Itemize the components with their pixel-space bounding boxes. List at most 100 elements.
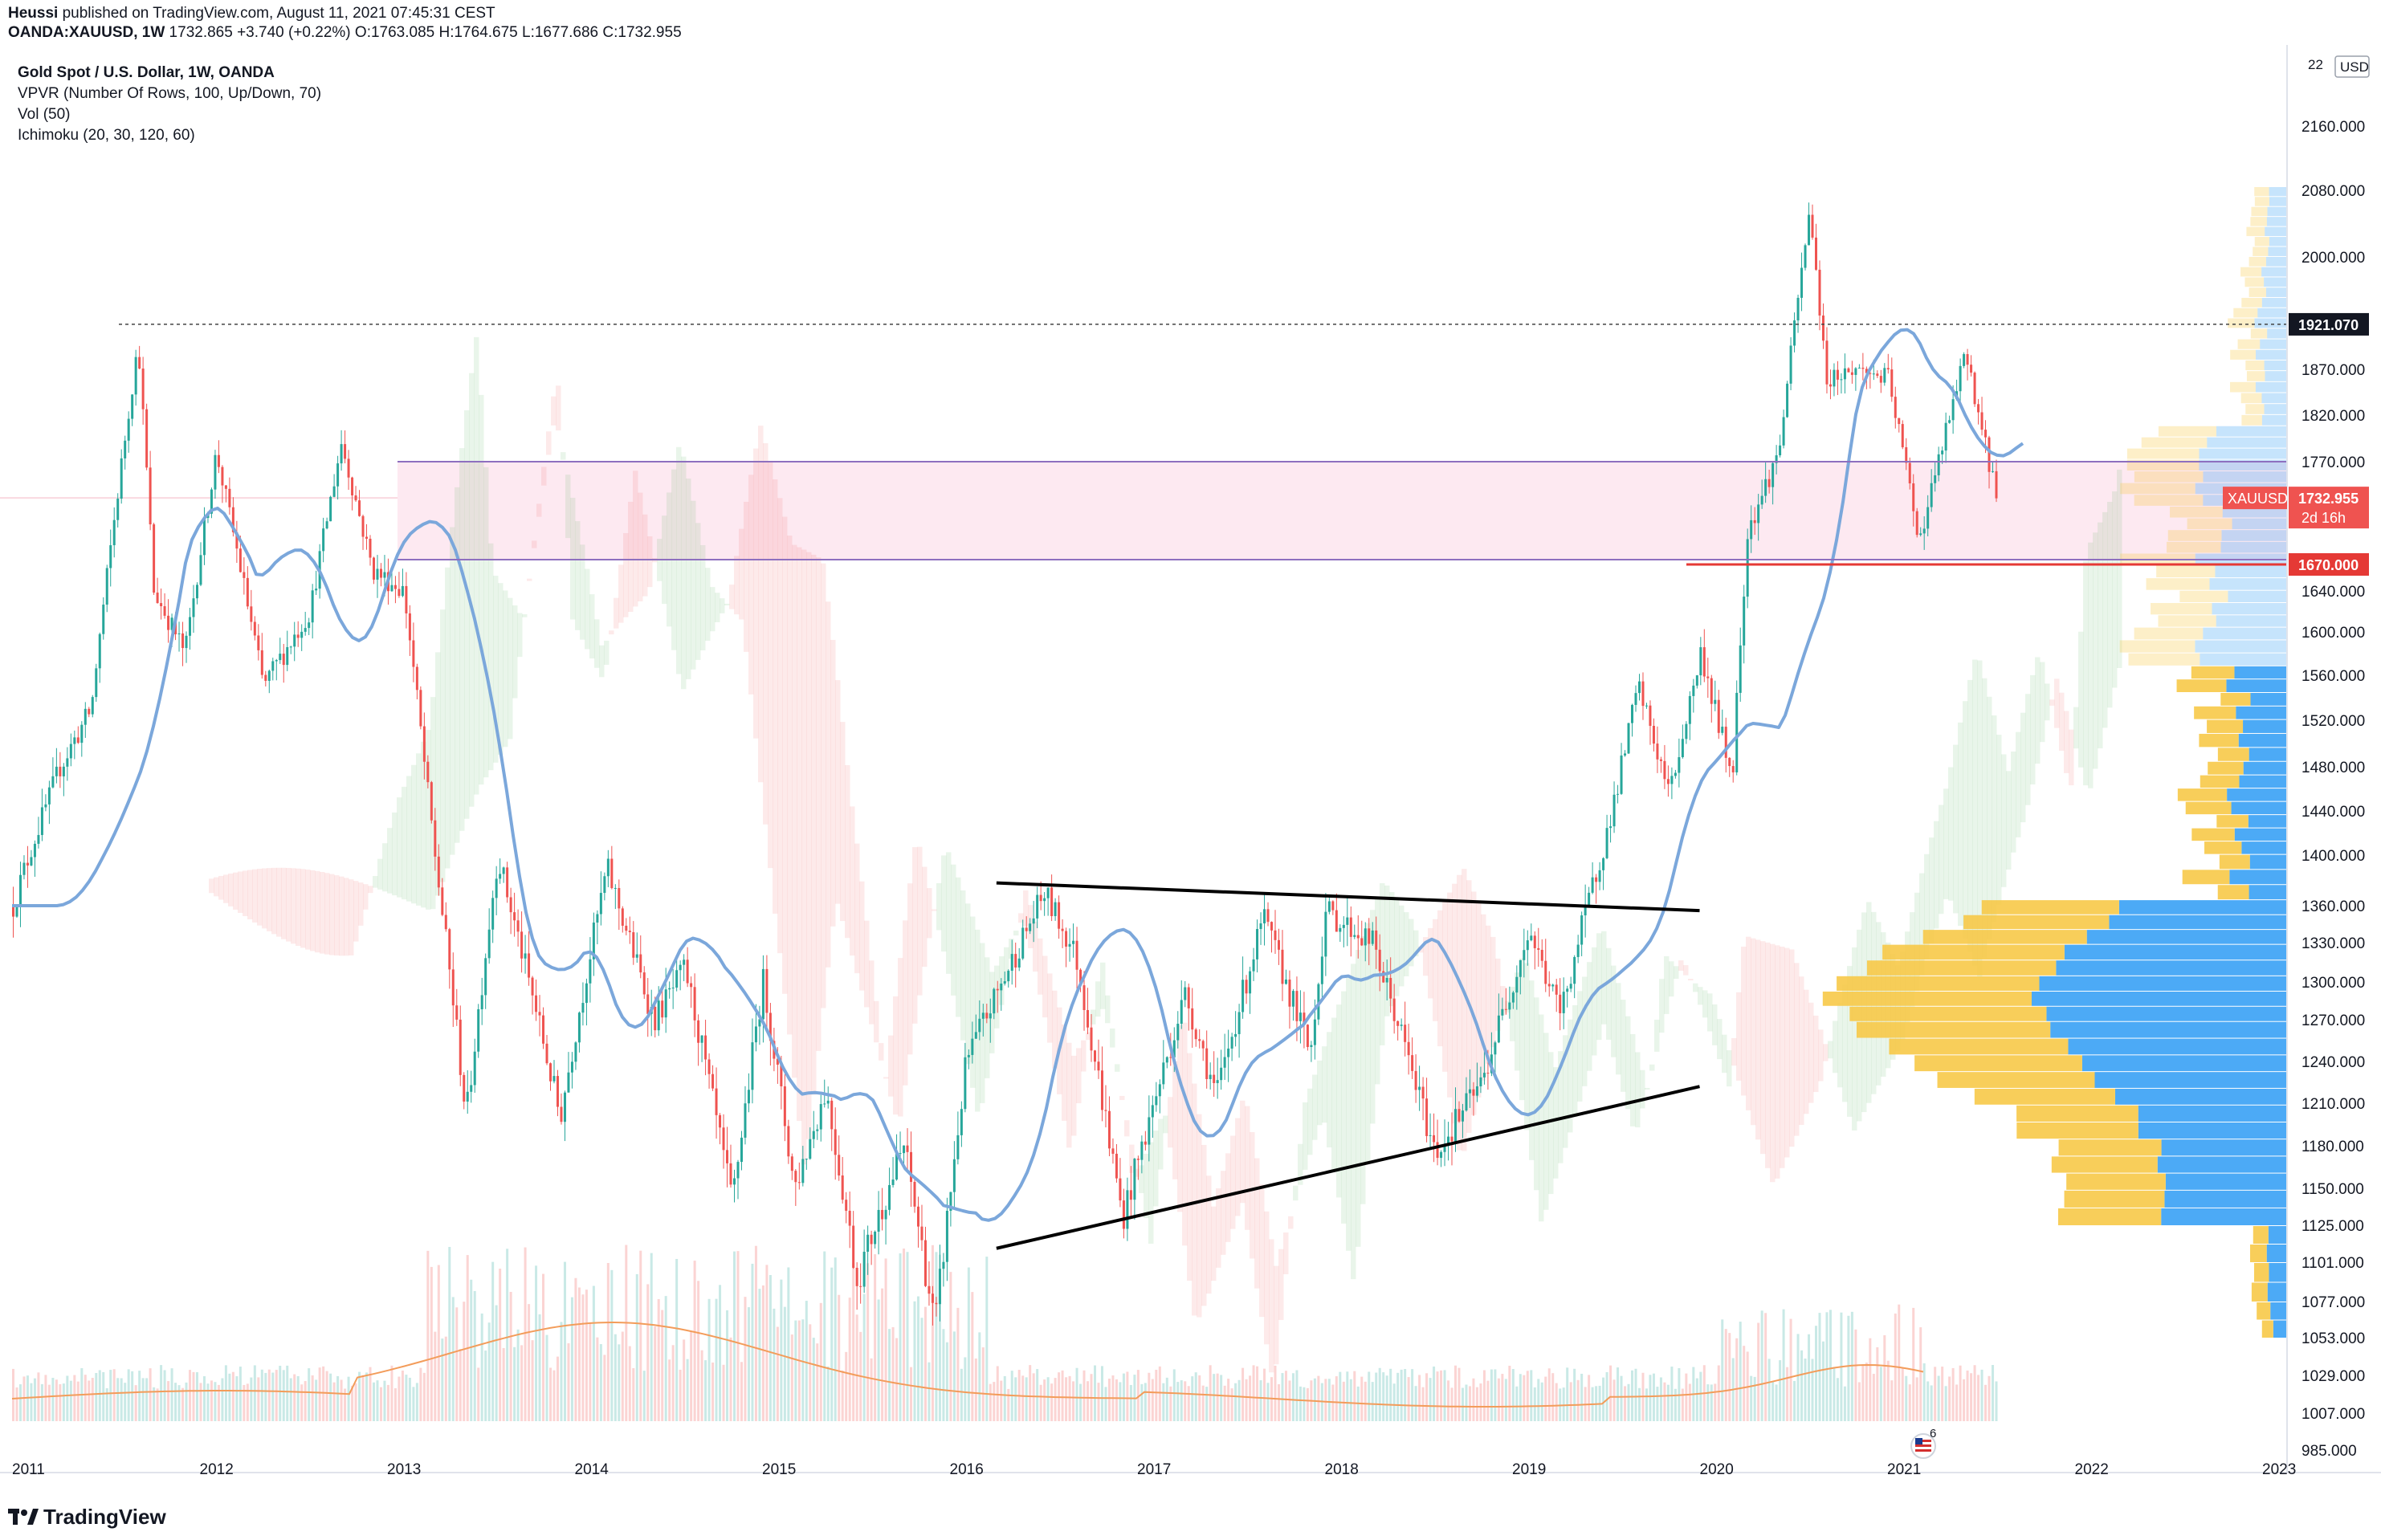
- price-tick-label: 1820.000: [2301, 408, 2365, 425]
- candle-body: [516, 920, 520, 932]
- cloud-segment: [734, 556, 740, 615]
- legend-title[interactable]: Gold Spot / U.S. Dollar, 1W, OANDA: [18, 64, 275, 81]
- volume-profile-down: [2156, 565, 2216, 578]
- volume-profile-down: [2204, 841, 2242, 854]
- volume-bar: [1014, 1377, 1017, 1421]
- volume-bar: [513, 1346, 516, 1421]
- flag-canton: [1915, 1438, 1922, 1444]
- cloud-segment: [517, 613, 523, 658]
- volume-bar: [296, 1375, 300, 1421]
- cloud-segment: [850, 806, 855, 956]
- cloud-segment: [869, 960, 875, 1025]
- volume-bar: [783, 1306, 786, 1421]
- legend-vpvr[interactable]: VPVR (Number Of Rows, 100, Up/Down, 70): [18, 85, 322, 102]
- candle-body: [625, 925, 628, 931]
- candle-body: [1025, 927, 1028, 931]
- cloud-segment: [1490, 936, 1496, 1048]
- volume-bar: [1201, 1385, 1205, 1421]
- volume-bar: [1573, 1368, 1576, 1421]
- cloud-segment: [1298, 1143, 1303, 1185]
- cloud-segment: [1331, 1017, 1337, 1172]
- cloud-segment: [1794, 963, 1800, 1136]
- volume-bar: [401, 1370, 404, 1421]
- candle-body: [1692, 685, 1695, 696]
- cloud-segment: [1958, 722, 1963, 927]
- candle-body: [1191, 1008, 1194, 1030]
- cloud-segment: [1515, 972, 1520, 1071]
- price-tick-label: 1640.000: [2301, 584, 2365, 601]
- cloud-segment: [1833, 1021, 1838, 1074]
- symbol-name[interactable]: OANDA:XAUUSD, 1W: [8, 24, 165, 41]
- candle-body: [1014, 954, 1017, 968]
- candle-body: [55, 766, 58, 776]
- currency-button[interactable]: [2334, 55, 2370, 78]
- volume-bar: [520, 1345, 524, 1421]
- volume-bar: [1353, 1371, 1356, 1421]
- volume-profile-up: [2249, 854, 2287, 870]
- volume-bar: [1155, 1370, 1158, 1421]
- candle-body: [69, 744, 72, 759]
- volume-profile-down: [2146, 578, 2210, 590]
- drawn-lines[interactable]: [119, 324, 2287, 1250]
- candle-body: [1097, 1061, 1100, 1071]
- candle-body: [1339, 927, 1342, 932]
- volume-bar: [282, 1370, 285, 1421]
- volume-bar: [470, 1279, 473, 1421]
- cloud-segment: [320, 872, 325, 954]
- price-chart[interactable]: 22 USD2160.0002080.0002000.0001870.000182…: [0, 45, 2381, 1505]
- candle-body: [235, 532, 239, 549]
- economic-event-marker[interactable]: 6: [1910, 1427, 1936, 1459]
- cloud-segment: [1630, 1033, 1636, 1126]
- cloud-segment: [546, 431, 552, 455]
- cloud-segment: [469, 373, 475, 807]
- legend-volume[interactable]: Vol (50): [18, 106, 71, 123]
- candle-body: [1580, 915, 1584, 945]
- volume-bar: [430, 1266, 433, 1421]
- volume-bar: [1533, 1387, 1536, 1421]
- price-axis[interactable]: 22 USD2160.0002080.0002000.0001870.000182…: [2301, 55, 2370, 1460]
- candle-body: [1537, 947, 1540, 950]
- volume-profile-down: [2057, 1208, 2162, 1225]
- volume-bar: [729, 1337, 732, 1421]
- candle-body: [185, 635, 188, 649]
- cloud-segment: [1254, 1158, 1260, 1289]
- cloud-segment: [464, 410, 470, 819]
- candle-body: [40, 807, 43, 835]
- legend-ichimoku[interactable]: Ichimoku (20, 30, 120, 60): [18, 127, 195, 144]
- cloud-segment: [691, 500, 696, 670]
- volume-bar: [253, 1365, 256, 1421]
- tradingview-brand[interactable]: TradingView: [8, 1505, 166, 1530]
- candle-body: [12, 906, 14, 917]
- candle-body: [344, 444, 347, 459]
- cloud-segment: [339, 876, 345, 956]
- volume-profile-up: [2260, 339, 2287, 349]
- candle-body: [761, 968, 764, 1020]
- volume-bar: [1898, 1304, 1901, 1421]
- brand-name: TradingView: [43, 1505, 166, 1529]
- volume-bar: [1808, 1334, 1811, 1421]
- candle-body: [574, 1042, 577, 1062]
- volume-bar: [1526, 1371, 1529, 1421]
- author-name[interactable]: Heussi: [8, 5, 59, 22]
- volume-bar: [1977, 1375, 1980, 1421]
- candle-body: [1299, 1012, 1302, 1021]
- volume-bar: [202, 1376, 206, 1421]
- cloud-segment: [960, 890, 966, 1041]
- cloud-segment: [806, 552, 812, 1139]
- candle-body: [1346, 917, 1349, 925]
- volume-bar: [838, 1294, 841, 1421]
- cloud-segment: [1182, 1022, 1188, 1246]
- volume-bar: [415, 1383, 418, 1421]
- volume-bar: [1306, 1387, 1309, 1421]
- candle-body: [491, 898, 495, 930]
- volume-bar: [1750, 1375, 1753, 1421]
- cloud-segment: [1592, 947, 1597, 1056]
- volume-profile-up: [2039, 976, 2287, 991]
- time-axis[interactable]: 2011 2012 2013 2014 2015 2016 2017 2018 2019 2020…: [12, 1461, 2296, 1478]
- candle-body: [170, 617, 173, 630]
- cloud-segment: [527, 578, 532, 581]
- volume-bar: [138, 1371, 141, 1421]
- candle-body: [978, 1018, 981, 1033]
- volume-bar: [1065, 1377, 1068, 1421]
